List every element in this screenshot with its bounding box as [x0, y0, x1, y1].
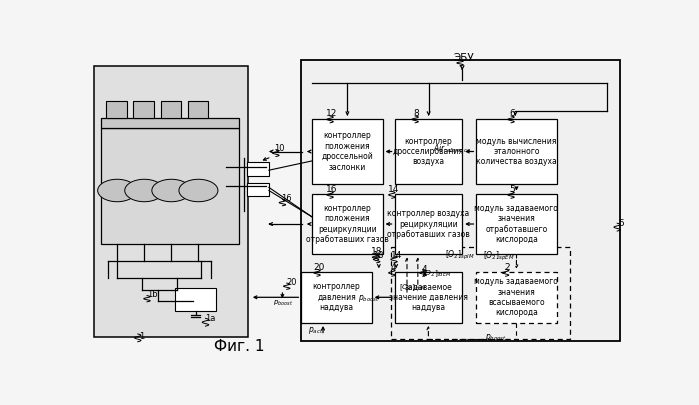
Text: 10: 10: [274, 144, 284, 153]
Circle shape: [152, 179, 191, 202]
Text: 16: 16: [281, 194, 291, 203]
FancyBboxPatch shape: [476, 194, 556, 254]
Text: $p_{boost}$: $p_{boost}$: [358, 292, 380, 304]
Text: 2: 2: [505, 263, 510, 272]
Text: $[O_2]_{fdEM}$: $[O_2]_{fdEM}$: [422, 269, 452, 279]
FancyBboxPatch shape: [312, 119, 382, 184]
FancyBboxPatch shape: [476, 119, 556, 184]
Text: $[O_2]_{spEM}$: $[O_2]_{spEM}$: [483, 250, 514, 264]
Text: Фиг. 1: Фиг. 1: [214, 339, 264, 354]
Text: контроллер
положения
дроссельной
заслонки: контроллер положения дроссельной заслонк…: [322, 131, 373, 172]
Text: модуль задаваемого
значения
всасываемого
кислорода: модуль задаваемого значения всасываемого…: [475, 277, 559, 318]
Text: модуль вычисления
эталонного
количества воздуха: модуль вычисления эталонного количества …: [476, 136, 557, 166]
Text: $Air_{reference}$: $Air_{reference}$: [433, 142, 472, 155]
Text: $p_{boost}$: $p_{boost}$: [273, 298, 294, 307]
Text: контроллер
положения
рециркуляции
отработавших газов: контроллер положения рециркуляции отрабо…: [306, 204, 389, 244]
Text: 20: 20: [313, 263, 324, 272]
FancyBboxPatch shape: [394, 194, 462, 254]
Text: 5: 5: [618, 219, 624, 228]
Text: 18: 18: [371, 247, 383, 256]
Text: 1: 1: [139, 332, 144, 341]
Text: контроллер
давления
наддува: контроллер давления наддува: [312, 282, 361, 312]
FancyBboxPatch shape: [134, 101, 154, 118]
FancyBboxPatch shape: [101, 118, 239, 128]
FancyBboxPatch shape: [394, 119, 462, 184]
Text: $[O_2]_{fdIM}$: $[O_2]_{fdIM}$: [399, 283, 427, 293]
Text: $p_{boost}$: $p_{boost}$: [486, 332, 507, 343]
Circle shape: [179, 179, 218, 202]
Text: контроллер воздуха
рециркуляции
отработавших газов: контроллер воздуха рециркуляции отработа…: [387, 209, 470, 239]
Text: 4: 4: [391, 263, 396, 272]
Text: 18: 18: [373, 251, 384, 260]
Text: $[O_2]_{spIM}$: $[O_2]_{spIM}$: [445, 249, 475, 262]
FancyBboxPatch shape: [247, 183, 269, 196]
Text: 14: 14: [388, 185, 399, 194]
FancyBboxPatch shape: [247, 162, 269, 177]
Text: 12: 12: [326, 109, 338, 118]
FancyBboxPatch shape: [187, 101, 208, 118]
FancyBboxPatch shape: [175, 288, 216, 311]
Text: 1b: 1b: [147, 290, 157, 299]
FancyBboxPatch shape: [301, 60, 620, 341]
FancyBboxPatch shape: [301, 272, 372, 323]
Text: $p_{act}$: $p_{act}$: [308, 325, 323, 336]
Text: ЭБУ: ЭБУ: [454, 53, 474, 63]
Text: 6: 6: [510, 109, 515, 118]
FancyBboxPatch shape: [476, 272, 556, 323]
Circle shape: [98, 179, 137, 202]
Text: контроллер
дросселирования
воздуха: контроллер дросселирования воздуха: [393, 136, 464, 166]
Text: 4: 4: [422, 264, 428, 274]
FancyBboxPatch shape: [161, 101, 181, 118]
Text: 16: 16: [326, 185, 338, 194]
Text: 5: 5: [510, 185, 515, 194]
Text: задаваемое
значение давления
наддува: задаваемое значение давления наддува: [389, 282, 468, 312]
Circle shape: [124, 179, 164, 202]
FancyBboxPatch shape: [101, 128, 239, 243]
FancyBboxPatch shape: [106, 101, 127, 118]
FancyBboxPatch shape: [394, 272, 462, 323]
Text: 14: 14: [391, 251, 402, 260]
FancyBboxPatch shape: [312, 194, 382, 254]
Text: 8: 8: [414, 109, 419, 118]
Text: 20: 20: [287, 278, 297, 287]
FancyBboxPatch shape: [94, 66, 248, 337]
Text: модуль задаваемого
значения
отработавшего
кислорода: модуль задаваемого значения отработавшег…: [475, 204, 559, 244]
Text: 1a: 1a: [206, 314, 216, 323]
